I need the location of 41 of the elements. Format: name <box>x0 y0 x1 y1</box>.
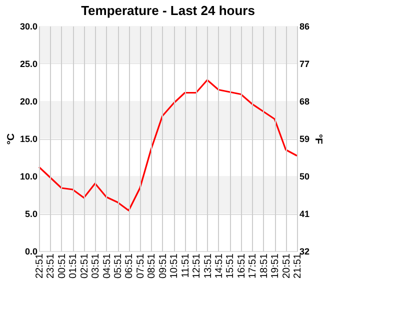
x-tick-label: 04:51 <box>102 253 113 279</box>
x-tick-label: 03:51 <box>90 253 102 279</box>
y2-tick-label: 68 <box>300 96 310 106</box>
x-tick-label: 13:51 <box>202 253 214 279</box>
y-tick-label: 30.0 <box>20 22 38 32</box>
line-series <box>38 79 298 212</box>
x-tick-label: 05:51 <box>113 253 124 279</box>
y-tick-label: 5.0 <box>24 209 38 219</box>
x-tick-label: 09:51 <box>158 253 169 279</box>
y2-axis-title: °F <box>312 134 324 144</box>
x-tick-label: 01:51 <box>68 253 80 279</box>
y-tick-label: 15.0 <box>20 134 38 144</box>
x-tick-label: 06:51 <box>124 253 136 279</box>
x-tick-label: 14:51 <box>214 253 225 279</box>
x-tick-label: 18:51 <box>258 253 270 279</box>
x-tick-label: 17:51 <box>248 253 259 279</box>
x-tick-label: 11:51 <box>180 253 192 278</box>
x-tick-label: 02:51 <box>79 253 90 279</box>
x-tick-label: 00:51 <box>56 253 68 279</box>
y2-tick-label: 32 <box>300 246 310 256</box>
x-tick-label: 08:51 <box>146 253 158 279</box>
x-tick-label: 23:51 <box>46 253 57 279</box>
y2-tick-label: 50 <box>300 172 310 182</box>
x-tick-label: 12:51 <box>192 253 203 279</box>
x-tick-label: 16:51 <box>236 253 248 279</box>
x-tick-label: 19:51 <box>270 253 282 279</box>
x-tick-label: 20:51 <box>281 253 292 279</box>
y-tick-label: 20.0 <box>20 96 38 106</box>
y2-tick-label: 86 <box>300 22 310 32</box>
y2-tick-label: 41 <box>300 209 310 219</box>
y-tick-label: 0.0 <box>24 246 38 256</box>
x-tick-label: 22:51 <box>34 253 46 279</box>
y-tick-label: 25.0 <box>20 59 38 69</box>
y2-tick-label: 77 <box>300 59 310 69</box>
x-tick-label: 15:51 <box>225 253 236 279</box>
y-tick-label: 10.0 <box>20 172 38 182</box>
y-axis-title: °C <box>6 133 17 145</box>
x-tick-label: 10:51 <box>169 253 180 279</box>
y2-tick-label: 59 <box>300 134 310 144</box>
x-tick-label: 07:51 <box>135 253 146 279</box>
chart-title: Temperature - Last 24 hours <box>81 3 255 18</box>
